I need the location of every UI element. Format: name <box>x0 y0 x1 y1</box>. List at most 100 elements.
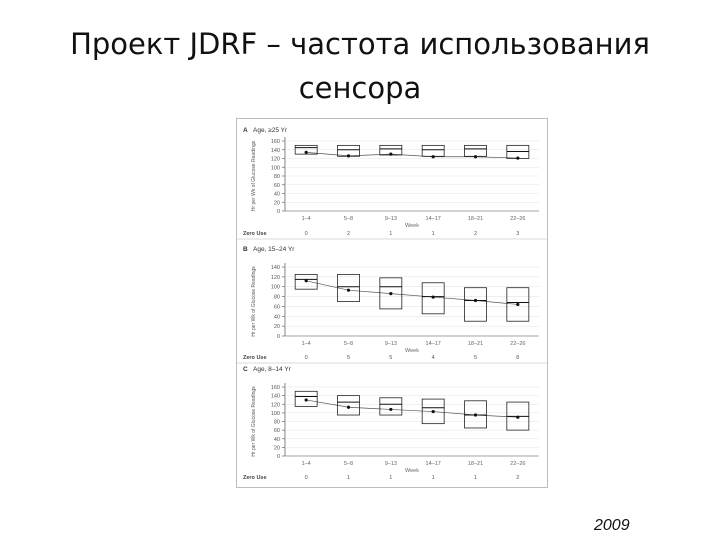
zero-use-value: 1 <box>474 475 477 481</box>
mean-point <box>389 407 393 412</box>
y-tick-label: 120 <box>271 275 280 281</box>
box <box>337 395 360 416</box>
panel-title: Age, ≥25 Yr <box>253 127 288 134</box>
y-tick-label: 0 <box>277 209 280 215</box>
mean-point <box>346 405 351 409</box>
zero-use-value: 0 <box>305 231 308 237</box>
box <box>294 144 318 155</box>
box <box>379 397 403 416</box>
x-tick-label: 5–8 <box>344 341 353 347</box>
figure-panel: A Age, ≥25 Yr Hr per Wk of Glucose Reading… <box>236 118 548 488</box>
zero-use-value: 5 <box>347 355 350 361</box>
mean-point <box>431 295 435 299</box>
year-label: 2009 <box>594 517 630 534</box>
mean-point <box>304 150 308 154</box>
mean-point <box>346 154 351 158</box>
y-tick-label: 160 <box>271 139 280 145</box>
y-tick-label: 140 <box>271 394 280 400</box>
zero-use-value: 2 <box>474 231 477 237</box>
zero-use-value: 2 <box>516 475 519 481</box>
zero-use-value: 2 <box>347 231 350 237</box>
x-tick-label: 14–17 <box>426 461 441 467</box>
box <box>379 277 403 310</box>
y-tick-label: 80 <box>274 174 280 180</box>
x-tick-label: 1–4 <box>302 216 311 222</box>
y-axis-label: Hr per Wk of Glucose Readings <box>251 140 257 211</box>
zero-use-value: 1 <box>389 475 392 481</box>
y-tick-label: 60 <box>274 428 280 434</box>
box <box>464 287 487 322</box>
y-tick-label: 40 <box>274 314 280 320</box>
mean-point <box>473 155 478 159</box>
y-tick-label: 100 <box>271 165 280 171</box>
x-axis-label: Week <box>405 468 419 474</box>
mean-point <box>389 292 393 296</box>
mean-point <box>516 156 520 160</box>
y-tick-label: 0 <box>277 334 280 340</box>
y-tick-label: 0 <box>277 454 280 460</box>
y-tick-label: 20 <box>274 324 280 330</box>
x-tick-label: 22–26 <box>510 341 525 347</box>
y-tick-label: 100 <box>271 285 280 291</box>
mean-point <box>473 298 478 303</box>
panel-letter: B <box>243 246 248 253</box>
zero-use-value: 1 <box>347 475 350 481</box>
zero-use-value: 8 <box>516 355 519 361</box>
x-axis-label: Week <box>405 348 419 354</box>
panel-title: Age, 15–24 Yr <box>253 246 295 253</box>
x-tick-label: 18–21 <box>468 341 483 347</box>
mean-point <box>389 152 393 156</box>
y-tick-label: 80 <box>274 295 280 301</box>
y-tick-label: 160 <box>271 385 280 391</box>
y-tick-label: 40 <box>274 437 280 443</box>
panel-title: Age, 8–14 Yr <box>253 366 292 373</box>
zero-use-value: 0 <box>305 475 308 481</box>
x-tick-label: 22–26 <box>510 461 525 467</box>
slide-title: Проект JDRF – частота использования сенс… <box>40 22 680 110</box>
y-axis-label: Hr per Wk of Glucose Readings <box>251 386 257 457</box>
x-tick-label: 9–13 <box>385 216 397 222</box>
x-tick-label: 5–8 <box>344 216 353 222</box>
zero-use-value: 1 <box>389 231 392 237</box>
x-tick-label: 14–17 <box>426 341 441 347</box>
zero-use-value: 1 <box>432 475 435 481</box>
zero-use-value: 1 <box>432 231 435 237</box>
zero-use-label: Zero Use <box>243 475 267 481</box>
box <box>464 400 487 429</box>
y-tick-label: 80 <box>274 420 280 426</box>
x-axis-label: Week <box>405 223 419 229</box>
box <box>421 398 445 425</box>
box-plot-figure: A Age, ≥25 Yr Hr per Wk of Glucose Reading… <box>237 127 547 481</box>
mean-point <box>516 415 520 419</box>
zero-use-value: 3 <box>516 231 519 237</box>
slide-title-line-2: сенсора <box>298 71 422 105</box>
x-tick-label: 9–13 <box>385 341 397 347</box>
y-tick-label: 120 <box>271 157 280 163</box>
box <box>294 390 318 407</box>
x-tick-label: 14–17 <box>426 216 441 222</box>
x-tick-label: 9–13 <box>385 461 397 467</box>
mean-point <box>431 155 435 159</box>
mean-trend-line <box>306 152 518 159</box>
zero-use-value: 4 <box>432 355 435 361</box>
y-tick-label: 20 <box>274 445 280 451</box>
y-axis-label: Hr per Wk of Glucose Readings <box>251 266 257 337</box>
zero-use-label: Zero Use <box>243 231 267 237</box>
y-tick-label: 120 <box>271 402 280 408</box>
x-tick-label: 1–4 <box>302 461 311 467</box>
box <box>506 287 530 322</box>
box <box>294 273 318 290</box>
x-tick-label: 18–21 <box>468 216 483 222</box>
mean-point <box>516 302 520 307</box>
y-tick-label: 100 <box>271 411 280 417</box>
y-tick-label: 40 <box>274 192 280 198</box>
mean-trend-line <box>306 280 518 305</box>
zero-use-value: 5 <box>389 355 392 361</box>
x-tick-label: 18–21 <box>468 461 483 467</box>
box <box>421 144 445 157</box>
mean-point <box>304 398 308 402</box>
mean-point <box>346 288 351 292</box>
zero-use-value: 5 <box>474 355 477 361</box>
x-tick-label: 22–26 <box>510 216 525 222</box>
box <box>464 144 487 157</box>
